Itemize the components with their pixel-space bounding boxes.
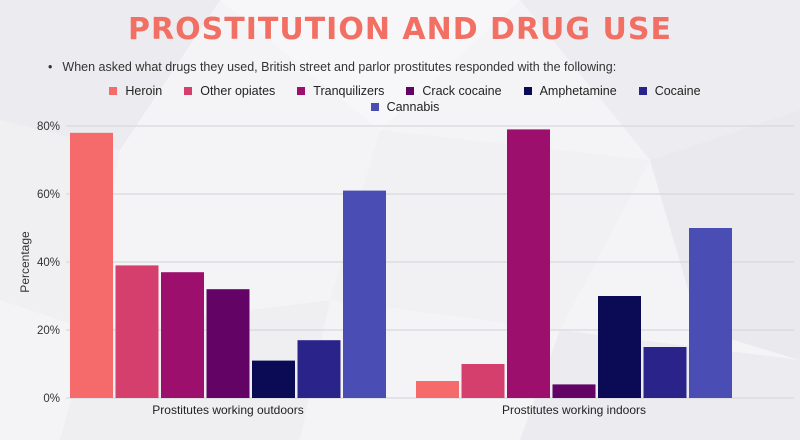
x-tick-label: Prostitutes working indoors <box>502 403 646 417</box>
legend-label: Cannabis <box>386 100 440 114</box>
chart-legend: Heroin Other opiates Tranquilizers Crack co… <box>60 84 750 114</box>
bar <box>115 265 159 398</box>
y-tick-label: 40% <box>37 257 60 269</box>
bar <box>70 132 113 399</box>
bar <box>343 190 386 398</box>
chart-title: PROSTITUTION AND DRUG USE <box>128 12 672 47</box>
bar <box>252 360 295 398</box>
bar <box>297 340 341 398</box>
legend-label: Other opiates <box>200 84 276 98</box>
bar <box>416 381 459 398</box>
bar <box>507 129 550 398</box>
legend-item: Cocaine <box>638 84 701 98</box>
legend-item: Tranquilizers <box>297 84 384 98</box>
legend-label: Tranquilizers <box>313 84 385 98</box>
bar <box>552 384 596 398</box>
bar <box>643 347 687 398</box>
legend-item: Crack cocaine <box>406 84 502 98</box>
legend-swatch <box>184 87 193 95</box>
legend-swatch <box>638 87 647 95</box>
bullet-icon: • <box>48 60 53 74</box>
legend-item: Amphetamine <box>523 84 617 98</box>
bar <box>161 272 204 398</box>
legend-item: Heroin <box>109 84 162 98</box>
bar <box>461 364 505 398</box>
y-tick-label: 20% <box>37 325 60 337</box>
y-tick-label: 0% <box>43 393 60 405</box>
legend-swatch <box>523 87 532 95</box>
bar <box>598 296 641 398</box>
legend-label: Amphetamine <box>539 84 617 98</box>
bar <box>689 228 732 398</box>
legend-swatch <box>297 87 306 95</box>
legend-swatch <box>109 87 118 95</box>
legend-item: Other opiates <box>184 84 275 98</box>
legend-label: Crack cocaine <box>422 84 502 98</box>
legend-label: Heroin <box>125 84 163 98</box>
y-tick-label: 60% <box>37 189 60 201</box>
bar <box>206 289 250 398</box>
legend-swatch <box>370 103 379 111</box>
subtitle-text: When asked what drugs they used, British… <box>62 60 617 74</box>
legend-item: Cannabis <box>370 100 440 114</box>
y-tick-label: 80% <box>37 121 60 133</box>
legend-swatch <box>406 87 415 95</box>
legend-label: Cocaine <box>654 84 701 98</box>
chart-subtitle: • When asked what drugs they used, Britis… <box>48 60 768 74</box>
y-axis-label: Percentage <box>18 231 32 293</box>
x-tick-label: Prostitutes working outdoors <box>152 403 303 417</box>
